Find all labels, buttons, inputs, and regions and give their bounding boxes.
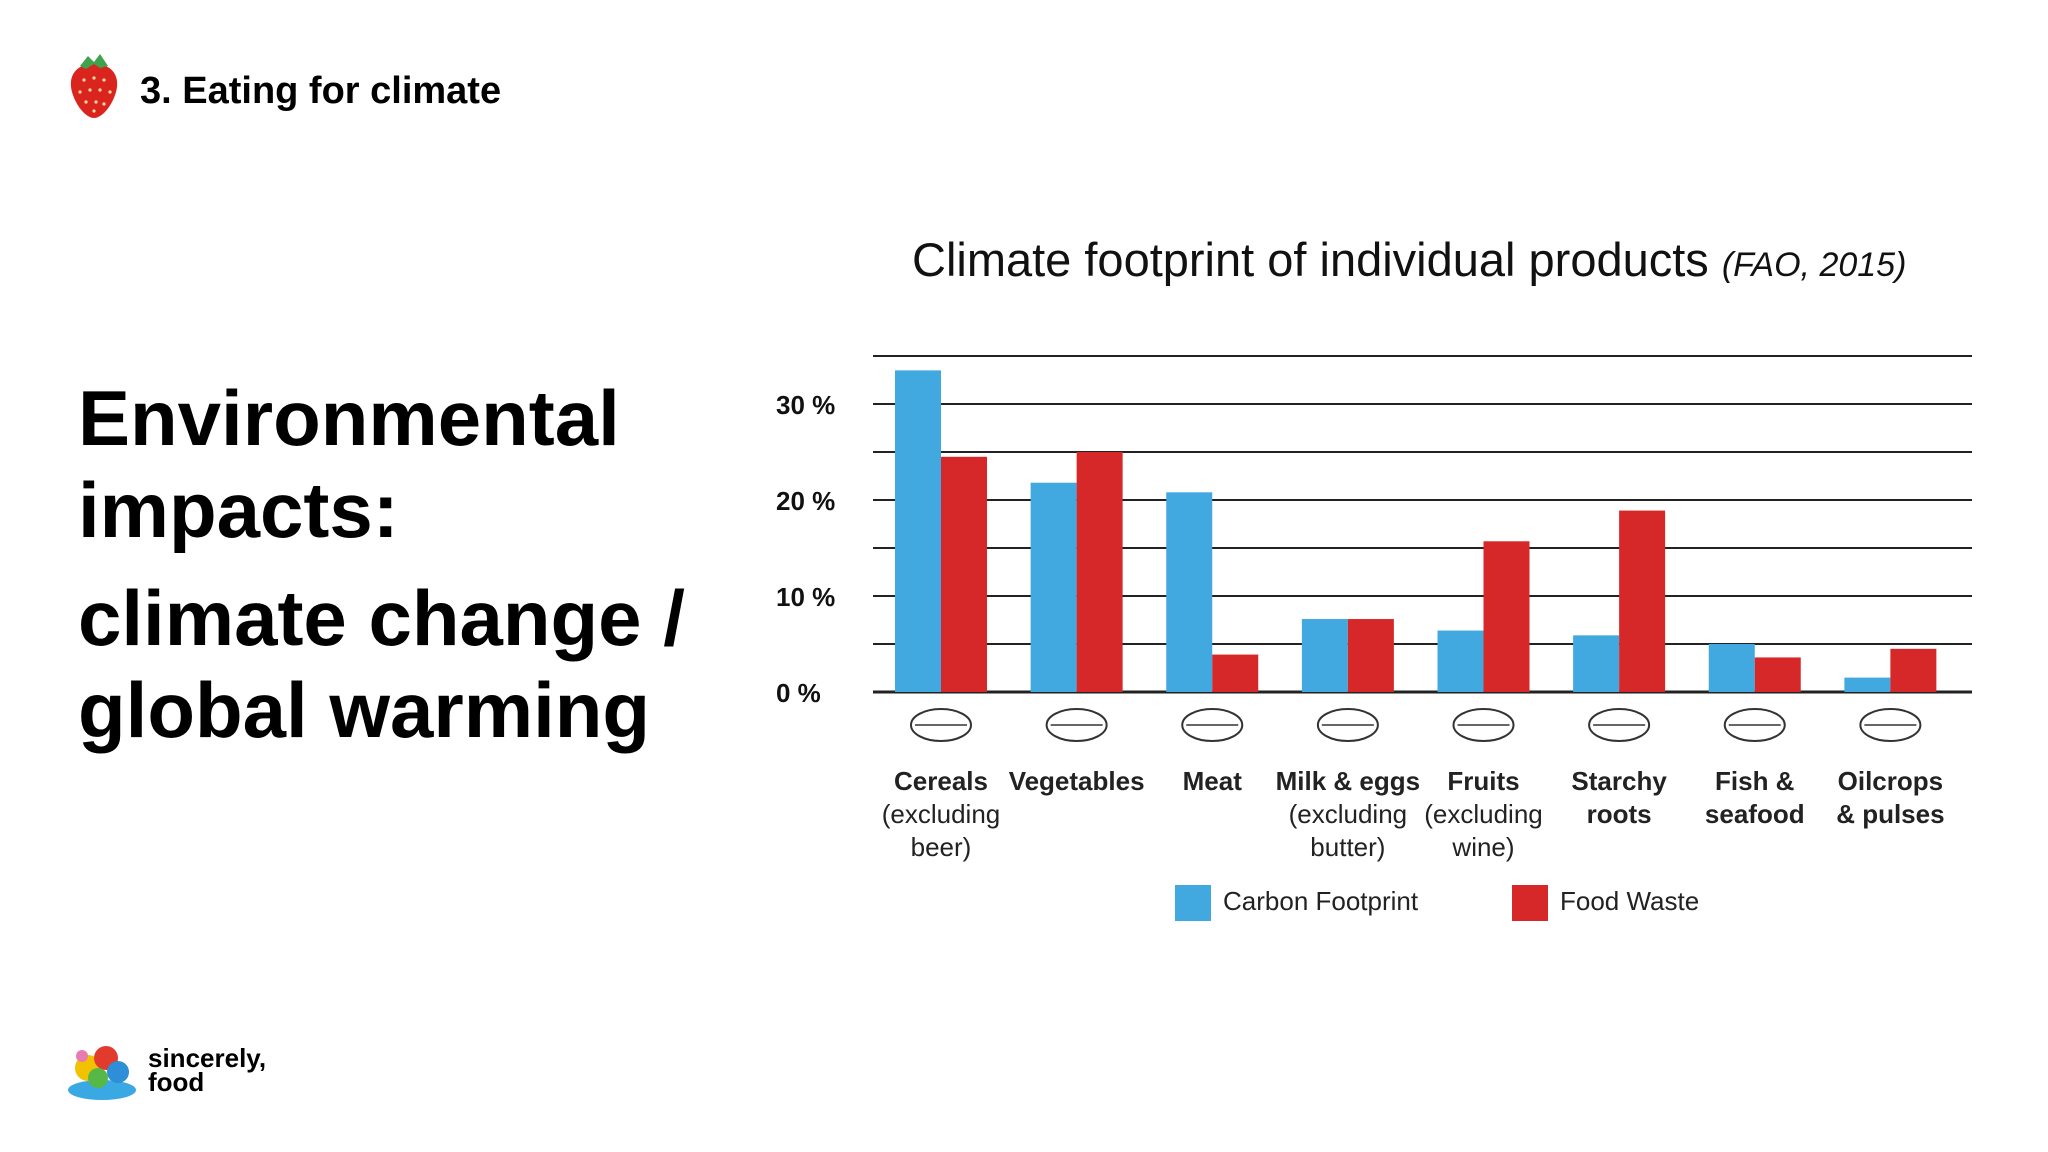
category-label: Oilcrops	[1838, 766, 1943, 796]
ham-icon	[1181, 708, 1244, 742]
chart-title-source: (FAO, 2015)	[1721, 246, 1907, 284]
chart-legend: Carbon Footprint Food Waste	[1175, 885, 1699, 921]
bar-carbon-footprint	[1030, 482, 1077, 692]
seeds-icon	[1859, 708, 1922, 742]
bar-carbon-footprint	[1708, 644, 1755, 692]
sincerely-food-logo-icon	[68, 1046, 136, 1100]
category-label: Fruits	[1447, 766, 1519, 796]
category-label: (excluding	[1289, 799, 1408, 829]
slide-section-title: 3. Eating for climate	[140, 69, 502, 112]
bar-food-waste	[1212, 654, 1259, 692]
category-label: (excluding	[1424, 799, 1543, 829]
category-label: Vegetables	[1009, 766, 1145, 796]
fish-icon	[1723, 708, 1786, 742]
legend-label: Food Waste	[1560, 886, 1699, 916]
legend-swatch	[1175, 885, 1211, 921]
strawberry-icon	[70, 54, 118, 118]
brand-name-line1: sincerely,	[148, 1043, 267, 1073]
brand-name-line2: food	[148, 1067, 205, 1097]
bar-carbon-footprint	[1301, 619, 1348, 692]
main-heading: Environmental impacts: climate change / …	[78, 372, 718, 756]
category-label: & pulses	[1836, 799, 1944, 829]
y-tick-label: 10 %	[776, 582, 835, 612]
chart-title-text: Climate footprint of individual products	[912, 233, 1722, 286]
banana-apple-icon-shape	[1452, 708, 1515, 742]
heading-environmental-impacts: Environmental impacts:	[78, 374, 620, 554]
banana-apple-icon	[1452, 708, 1515, 742]
bar-carbon-footprint	[1166, 492, 1213, 692]
bar-food-waste	[1890, 648, 1937, 692]
bar-carbon-footprint	[1573, 635, 1620, 692]
category-label: Cereals	[894, 766, 988, 796]
heading-climate-change: climate change / global warming	[78, 574, 685, 754]
y-tick-label: 20 %	[776, 486, 835, 516]
milk-eggs-icon	[1316, 708, 1379, 742]
category-label: Fish &	[1715, 766, 1794, 796]
y-tick-label: 0 %	[776, 678, 821, 708]
fish-icon-shape	[1723, 708, 1786, 742]
y-axis-ticks: 0 % 10 % 20 % 30 %	[776, 390, 835, 708]
brand-name: sincerely, food	[148, 1043, 267, 1097]
bar-carbon-footprint	[1437, 630, 1484, 692]
chart-title: Climate footprint of individual products…	[912, 232, 1906, 287]
category-label: seafood	[1705, 799, 1805, 829]
carrot-icon-shape	[1588, 708, 1651, 742]
category-label: Starchy	[1571, 766, 1667, 796]
carrot-icon	[1588, 708, 1651, 742]
slide-header: 3. Eating for climate	[66, 48, 501, 120]
y-tick-label: 30 %	[776, 390, 835, 420]
wheat-icon-shape	[910, 708, 972, 742]
category-label: Milk & eggs	[1276, 766, 1420, 796]
category-label: (excluding	[882, 799, 1001, 829]
bar-food-waste	[1347, 619, 1394, 692]
bar-food-waste	[1483, 541, 1530, 692]
category-icons	[910, 708, 1922, 742]
category-label: butter)	[1310, 832, 1385, 862]
bar-food-waste	[941, 456, 987, 692]
bar-carbon-footprint	[895, 370, 941, 692]
chart-bars	[895, 370, 1937, 692]
seeds-icon-shape	[1859, 708, 1922, 742]
bar-food-waste	[1619, 510, 1666, 692]
bar-food-waste	[1076, 452, 1123, 692]
ham-icon-shape	[1181, 708, 1244, 742]
brand-logo: sincerely, food	[66, 1034, 266, 1106]
lettuce-icon	[1045, 708, 1108, 742]
milk-eggs-icon-shape	[1316, 708, 1379, 742]
legend-label: Carbon Footprint	[1223, 886, 1419, 916]
wheat-icon	[910, 708, 972, 742]
category-label: Meat	[1183, 766, 1243, 796]
bar-carbon-footprint	[1844, 677, 1891, 692]
category-label: beer)	[911, 832, 972, 862]
category-label: roots	[1587, 799, 1652, 829]
category-label: wine)	[1451, 832, 1514, 862]
bar-food-waste	[1754, 657, 1801, 692]
legend-swatch	[1512, 885, 1548, 921]
lettuce-icon-shape	[1045, 708, 1108, 742]
